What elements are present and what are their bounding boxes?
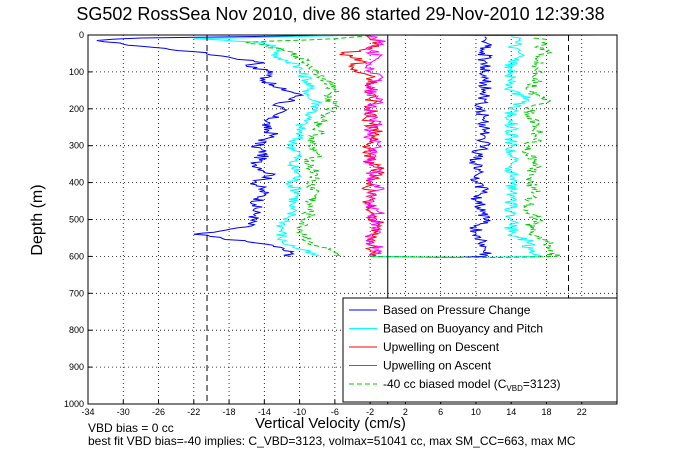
chart-title: SG502 RossSea Nov 2010, dive 86 started … (76, 4, 605, 24)
x-ticks: -34 -30 -26 -22 -18 -14 -10 -6 -2 2 6 10 14 18 22 (81, 400, 587, 417)
y-tick-label: 600 (69, 251, 84, 261)
x-tick-label: 6 (438, 407, 443, 417)
x-tick-label: -18 (223, 407, 236, 417)
y-tick-label: 700 (69, 288, 84, 298)
x-tick-label: 22 (577, 407, 587, 417)
y-tick-label: 1000 (64, 399, 84, 409)
x-tick-label: -26 (152, 407, 165, 417)
series-based-on-pressure-change-descent (96, 34, 371, 257)
y-tick-label: 500 (69, 215, 84, 225)
x-tick-label: -2 (366, 407, 374, 417)
y-tick-label: 200 (69, 104, 84, 114)
series-40-cc-biased-model-c-vbd-3123-descent (245, 34, 371, 257)
y-tick-label: 300 (69, 141, 84, 151)
y-ticks: 0 100 200 300 400 500 600 700 800 900 1000 (64, 30, 92, 409)
y-tick-label: 0 (79, 30, 84, 40)
footer-fit-line: best fit VBD bias=-40 implies: C_VBD=312… (88, 434, 576, 448)
footer-bias-line: VBD bias = 0 cc (88, 421, 174, 435)
y-tick-label: 800 (69, 325, 84, 335)
x-tick-label: -14 (258, 407, 271, 417)
x-tick-label: -6 (331, 407, 339, 417)
x-tick-label: 10 (471, 407, 481, 417)
legend-box (342, 297, 618, 403)
x-tick-label: -22 (187, 407, 200, 417)
y-tick-label: 400 (69, 178, 84, 188)
x-tick-label: -34 (81, 407, 94, 417)
series-upwelling-on-descent-line (339, 34, 385, 257)
x-tick-label: 14 (506, 407, 516, 417)
legend-label: Based on Buoyancy and Pitch (383, 322, 543, 336)
y-tick-label: 100 (69, 67, 84, 77)
legend-label: -40 cc biased model (CVBD=3123) (383, 377, 561, 393)
y-tick-label: 900 (69, 362, 84, 372)
series-based-on-pressure-change-ascent (370, 36, 494, 259)
legend: Based on Pressure Change Based on Buoyanc… (342, 297, 618, 403)
x-axis-label: Vertical Velocity (cm/s) (255, 415, 406, 432)
series-group (96, 34, 600, 259)
series-upwelling-on-ascent-line (362, 34, 386, 257)
series-based-on-buoyancy-and-pitch-descent (193, 34, 371, 257)
x-tick-label: 18 (541, 407, 551, 417)
legend-label: Upwelling on Ascent (383, 359, 492, 373)
series-based-on-buoyancy-and-pitch-ascent (370, 36, 543, 259)
x-tick-label: 2 (403, 407, 408, 417)
x-tick-label: -10 (293, 407, 306, 417)
x-tick-label: -30 (117, 407, 130, 417)
series-40-cc-biased-model-c-vbd-3123-ascent (370, 36, 562, 259)
legend-label: Upwelling on Descent (383, 340, 500, 354)
legend-label: Based on Pressure Change (383, 303, 531, 317)
